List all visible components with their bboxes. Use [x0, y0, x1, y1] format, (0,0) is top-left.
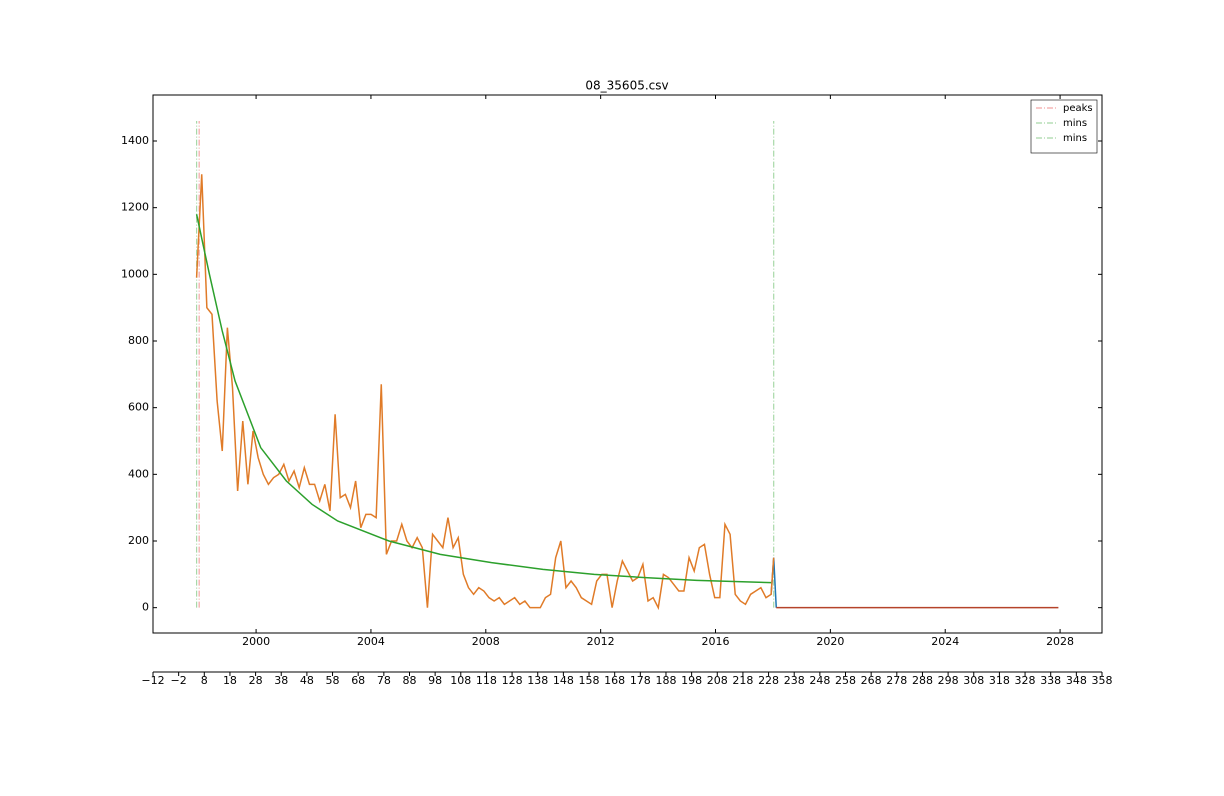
date-tick-label: 2004 — [357, 635, 385, 648]
x-tick-label: 348 — [1066, 674, 1087, 687]
x-tick-label: 298 — [938, 674, 959, 687]
x-tick-label: 118 — [476, 674, 497, 687]
y-tick-label: 1400 — [121, 134, 149, 147]
x-tick-label: 258 — [835, 674, 856, 687]
x-tick-label: 218 — [732, 674, 753, 687]
x-tick-label: 308 — [963, 674, 984, 687]
x-tick-label: 208 — [707, 674, 728, 687]
date-tick-label: 2016 — [702, 635, 730, 648]
plot-frame — [152, 94, 1103, 634]
x-tick-label: 68 — [351, 674, 365, 687]
date-tick-label: 2000 — [242, 635, 270, 648]
x-tick-label: 338 — [1040, 674, 1061, 687]
y-tick-label: 600 — [128, 401, 149, 414]
x-tick-label: 148 — [553, 674, 574, 687]
x-tick-label: 48 — [300, 674, 314, 687]
y-tick-label: 1000 — [121, 267, 149, 280]
legend-label: mins — [1063, 133, 1087, 144]
x-tick-label: 98 — [428, 674, 442, 687]
date-tick-label: 2012 — [587, 635, 615, 648]
y-tick-label: 200 — [128, 534, 149, 547]
x-tick-label: 18 — [223, 674, 237, 687]
x-tick-label: 88 — [402, 674, 416, 687]
y-tick-label: 0 — [142, 601, 149, 614]
x-tick-label: 58 — [326, 674, 340, 687]
x-tick-label: −12 — [141, 674, 164, 687]
x-tick-label: 248 — [809, 674, 830, 687]
series-line — [195, 214, 772, 584]
y-tick-label: 400 — [128, 467, 149, 480]
y-tick-label: 1200 — [121, 201, 149, 214]
x-tick-label: 168 — [604, 674, 625, 687]
x-tick-label: 138 — [527, 674, 548, 687]
x-tick-label: 38 — [274, 674, 288, 687]
legend-label: mins — [1063, 118, 1087, 129]
x-tick-label: 158 — [579, 674, 600, 687]
x-tick-label: 28 — [249, 674, 263, 687]
chart-title: 08_35605.csv — [585, 79, 668, 93]
series-line — [195, 174, 775, 611]
x-tick-label: 188 — [655, 674, 676, 687]
x-tick-label: 178 — [630, 674, 651, 687]
date-tick-label: 2020 — [816, 635, 844, 648]
x-tick-label: 198 — [681, 674, 702, 687]
x-tick-label: 128 — [502, 674, 523, 687]
x-tick-label: 268 — [861, 674, 882, 687]
x-tick-label: 108 — [450, 674, 471, 687]
x-tick-label: 318 — [989, 674, 1010, 687]
y-tick-label: 800 — [128, 334, 149, 347]
date-tick-label: 2008 — [472, 635, 500, 648]
legend-label: peaks — [1063, 103, 1093, 114]
date-tick-label: 2024 — [931, 635, 959, 648]
x-tick-label: 288 — [912, 674, 933, 687]
date-tick-label: 2028 — [1046, 635, 1074, 648]
x-tick-label: 328 — [1015, 674, 1036, 687]
x-tick-label: 228 — [758, 674, 779, 687]
x-tick-label: 78 — [377, 674, 391, 687]
x-tick-label: 8 — [201, 674, 208, 687]
x-tick-label: 278 — [886, 674, 907, 687]
legend-box — [1030, 99, 1098, 154]
x-tick-label: −2 — [171, 674, 187, 687]
x-tick-label: 358 — [1092, 674, 1113, 687]
x-tick-label: 238 — [784, 674, 805, 687]
